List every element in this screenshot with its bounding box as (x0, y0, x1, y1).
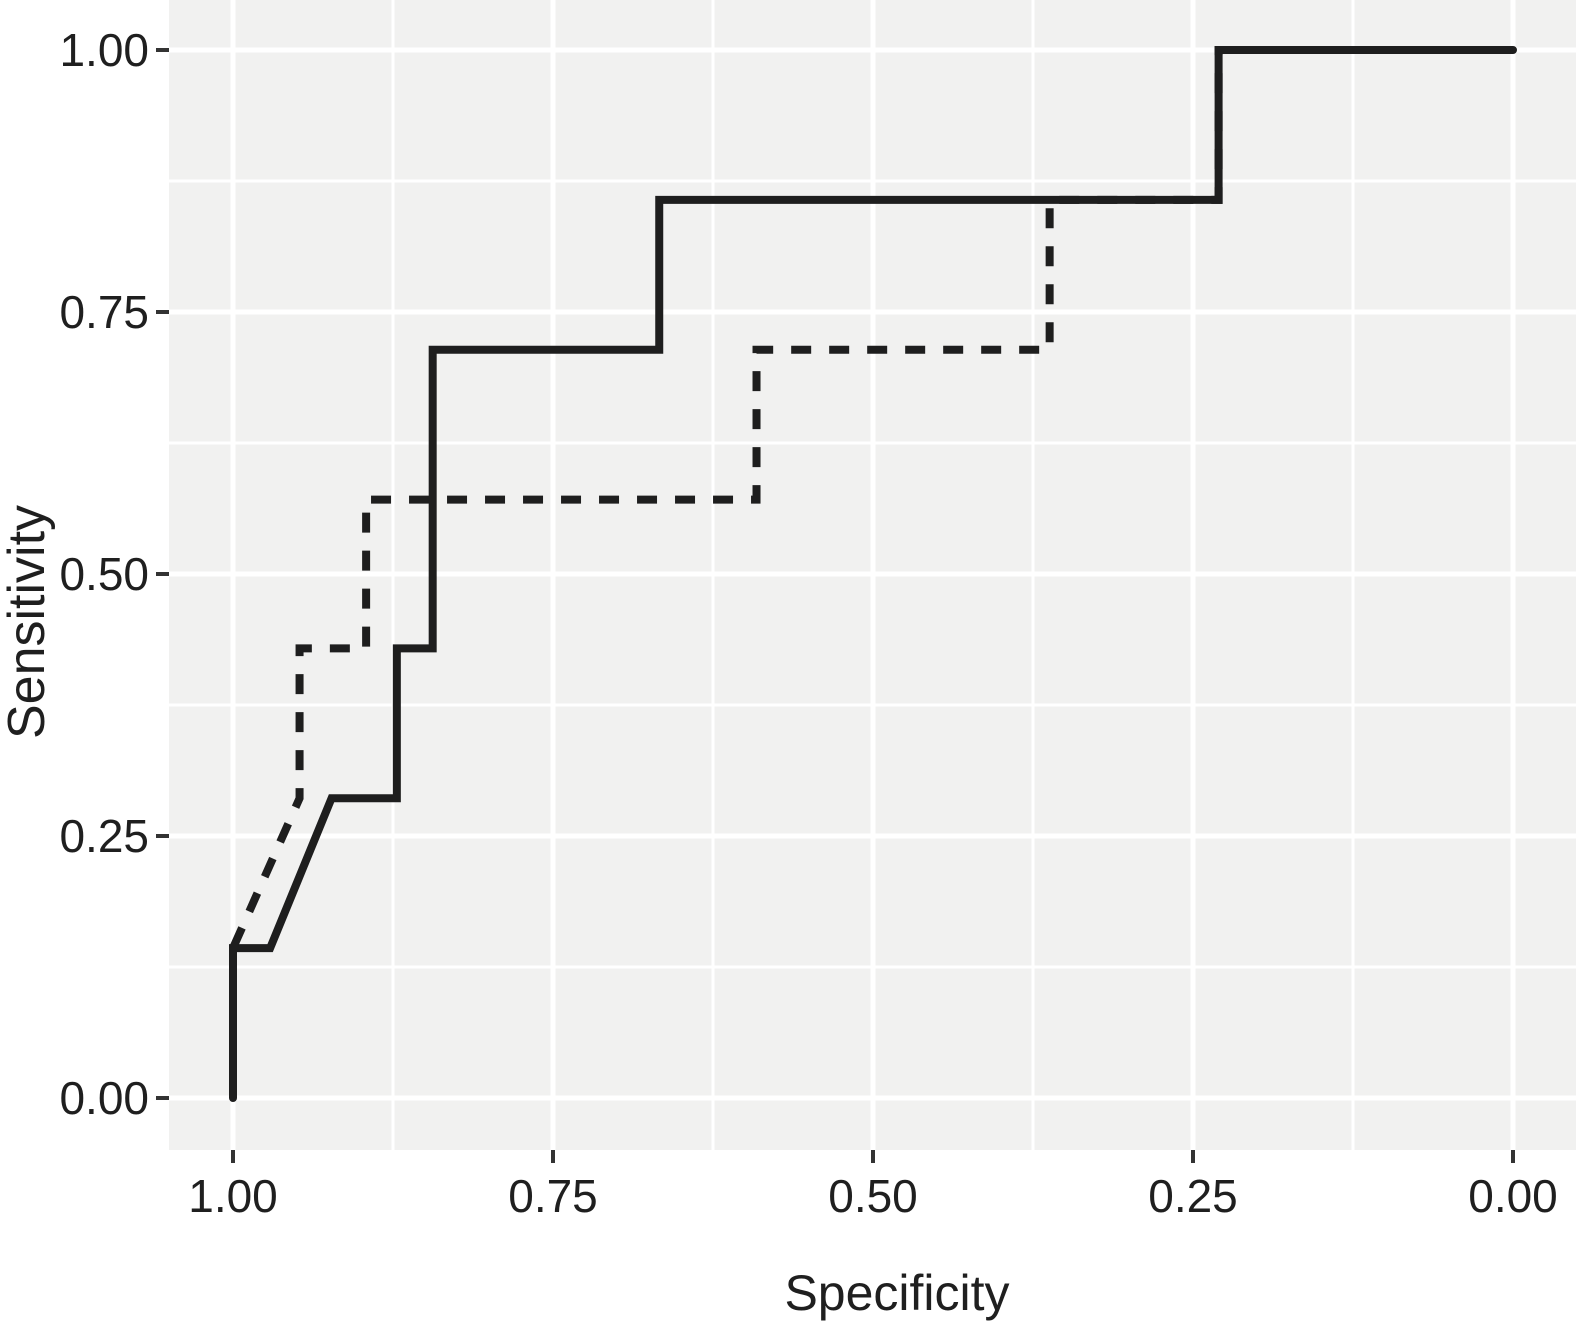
x-tick-label: 0.25 (1148, 1170, 1238, 1222)
y-tick-label: 0.50 (59, 548, 149, 600)
x-tick-label: 0.50 (828, 1170, 918, 1222)
y-tick-label: 0.75 (59, 286, 149, 338)
y-tick-label: 0.25 (59, 810, 149, 862)
y-tick-label: 1.00 (59, 24, 149, 76)
x-tick-label: 0.75 (508, 1170, 598, 1222)
x-axis-title: Specificity (784, 1265, 1009, 1321)
x-tick-label: 0.00 (1468, 1170, 1558, 1222)
axis-ticks: 1.00 0.75 0.50 0.25 0.00 0.00 0.25 0.50 0.75 1.00 (59, 24, 1557, 1222)
roc-curve-solid (229, 46, 1517, 1102)
y-axis-title: Sensitivity (0, 505, 56, 739)
gridlines (169, 0, 1576, 1150)
y-tick-label: 0.00 (59, 1072, 149, 1124)
x-tick-label: 1.00 (188, 1170, 278, 1222)
